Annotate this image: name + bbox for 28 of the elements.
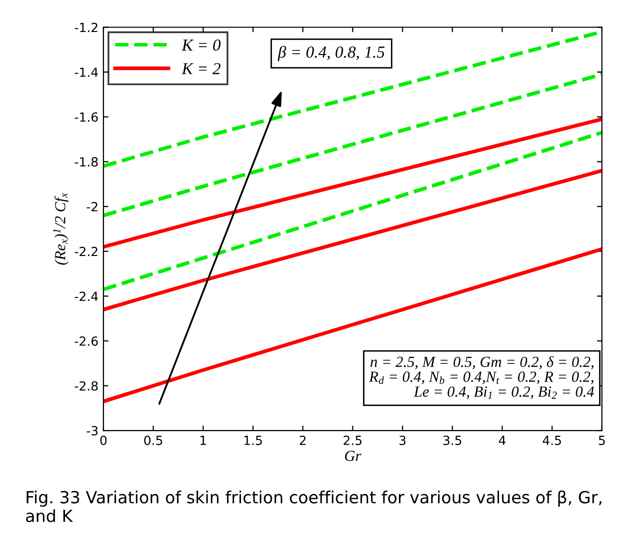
y-tick-label: -2.8	[74, 381, 98, 391]
x-tick-label: 3.5	[443, 436, 462, 446]
x-tick-label: 3	[400, 436, 406, 446]
y-tick-label: -2.4	[74, 292, 98, 301]
y-tick-label: -1.4	[74, 68, 98, 77]
y-tick-label: -1.8	[74, 157, 98, 167]
caption: Fig. 33 Variation of skin friction coefficient for various values of β, Gr, and K	[26, 490, 602, 522]
x-tick-label: 1	[200, 436, 206, 445]
x-tick-label: 0	[100, 436, 107, 446]
x-tick-label: 1.5	[244, 436, 262, 446]
x-tick-label: 0.5	[144, 436, 162, 446]
annotation: β = 0.4, 0.8, 1.5	[278, 46, 384, 62]
y-tick-label: -2	[86, 202, 98, 212]
x-tick-label: 5	[598, 436, 605, 446]
y-axis-title: (Re$_{x}$)$^{1}$/2 Cf$_{x}$	[53, 193, 68, 265]
x-tick-label: 2	[300, 436, 306, 445]
legend-label: K = 2	[182, 63, 220, 74]
y-tick-label: -2.6	[74, 336, 98, 346]
x-axis-title: Gr	[345, 450, 362, 462]
text: n = 2.5, M = 0.5, Gm = 0.2, δ = 0.2, R$_{d}$ = 0.4, N$_{b}$ = 0.4,N$_{t}$ = 0.2, R = 0.2, Le = 0.4, Bi$_{1}$ = 0.2, Bi$_{2}$ = 0.4	[369, 356, 594, 399]
y-tick-label: -1.6	[74, 112, 98, 122]
legend-label: K = 0	[182, 40, 221, 51]
x-tick-label: 4	[498, 436, 506, 445]
x-tick-label: 4.5	[542, 436, 561, 446]
x-tick-label: 2.5	[344, 436, 362, 446]
y-tick-label: -1.2	[74, 22, 98, 32]
y-tick-label: -2.2	[74, 246, 98, 256]
y-tick-label: -3	[86, 426, 98, 436]
